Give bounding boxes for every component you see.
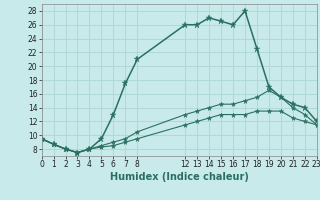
- X-axis label: Humidex (Indice chaleur): Humidex (Indice chaleur): [110, 172, 249, 182]
